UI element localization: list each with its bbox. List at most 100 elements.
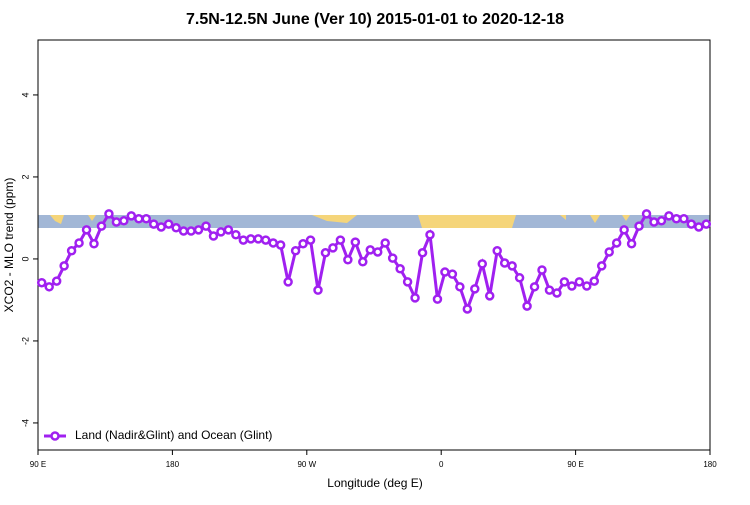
point bbox=[402, 277, 413, 287]
point bbox=[679, 214, 689, 224]
point bbox=[51, 276, 62, 286]
point bbox=[544, 285, 555, 295]
point bbox=[694, 222, 704, 232]
point bbox=[425, 230, 435, 240]
point bbox=[514, 273, 525, 283]
point bbox=[626, 239, 637, 249]
x-tick-label: 180 bbox=[166, 460, 180, 469]
point bbox=[589, 276, 600, 286]
point bbox=[104, 209, 114, 219]
point bbox=[290, 245, 301, 256]
point bbox=[649, 217, 659, 227]
point bbox=[484, 291, 495, 301]
point bbox=[223, 225, 234, 235]
x-tick-label: 90 E bbox=[567, 460, 583, 469]
point bbox=[522, 301, 532, 311]
point bbox=[298, 239, 308, 249]
point bbox=[283, 277, 293, 287]
point bbox=[410, 293, 420, 303]
point bbox=[178, 226, 189, 236]
point bbox=[89, 239, 99, 249]
point bbox=[66, 245, 77, 256]
point bbox=[380, 238, 390, 248]
point bbox=[664, 211, 674, 221]
point bbox=[671, 214, 682, 224]
point bbox=[36, 277, 47, 288]
point bbox=[253, 234, 264, 244]
point bbox=[186, 226, 196, 236]
point bbox=[552, 288, 562, 298]
y-tick-label: 2 bbox=[20, 174, 30, 179]
point bbox=[462, 304, 473, 314]
point bbox=[395, 264, 405, 274]
y-tick-label: 4 bbox=[20, 92, 30, 97]
point bbox=[686, 219, 697, 229]
point bbox=[350, 237, 361, 247]
x-tick-label: 0 bbox=[439, 460, 444, 469]
point bbox=[656, 216, 667, 226]
x-tick-label: 90 W bbox=[297, 460, 316, 469]
point bbox=[201, 221, 211, 231]
point bbox=[81, 225, 92, 235]
point bbox=[567, 281, 577, 291]
point bbox=[126, 211, 137, 221]
point bbox=[305, 235, 316, 245]
point bbox=[447, 269, 458, 279]
point bbox=[141, 214, 152, 224]
point bbox=[559, 277, 570, 287]
point bbox=[611, 238, 622, 248]
point bbox=[417, 248, 428, 258]
point bbox=[372, 247, 383, 257]
point bbox=[328, 243, 338, 253]
series-line bbox=[41, 211, 707, 314]
point bbox=[231, 230, 241, 240]
point bbox=[119, 216, 129, 226]
point bbox=[163, 219, 174, 229]
point bbox=[507, 261, 517, 271]
point bbox=[193, 225, 204, 235]
point bbox=[246, 234, 256, 244]
point bbox=[134, 214, 144, 224]
point bbox=[268, 238, 278, 248]
point bbox=[499, 258, 510, 268]
point bbox=[596, 261, 607, 271]
point bbox=[44, 282, 54, 292]
point bbox=[111, 217, 122, 227]
point bbox=[156, 222, 166, 232]
point bbox=[619, 225, 629, 235]
point bbox=[148, 219, 159, 229]
point bbox=[477, 259, 488, 269]
x-tick-label: 180 bbox=[703, 460, 717, 469]
legend-marker bbox=[50, 431, 60, 441]
point bbox=[701, 219, 712, 229]
point bbox=[260, 235, 271, 245]
chart-title: 7.5N-12.5N June (Ver 10) 2015-01-01 to 2… bbox=[186, 11, 564, 28]
point bbox=[492, 245, 502, 256]
point bbox=[455, 282, 465, 292]
point bbox=[529, 282, 540, 292]
y-tick-label: -4 bbox=[20, 419, 30, 427]
point bbox=[387, 253, 398, 263]
point bbox=[238, 235, 249, 245]
point bbox=[320, 248, 331, 258]
point bbox=[335, 235, 346, 245]
point bbox=[634, 221, 644, 231]
point bbox=[365, 245, 376, 255]
point bbox=[641, 209, 652, 219]
point bbox=[582, 281, 592, 291]
x-tick-label: 90 E bbox=[30, 460, 46, 469]
point bbox=[171, 223, 181, 233]
point bbox=[216, 227, 226, 237]
point bbox=[208, 231, 219, 241]
y-tick-label: 0 bbox=[20, 256, 30, 261]
y-axis-label: XCO2 - MLO trend (ppm) bbox=[2, 178, 16, 313]
point bbox=[604, 247, 614, 257]
point bbox=[275, 240, 286, 250]
point bbox=[343, 255, 353, 265]
x-axis-label: Longitude (deg E) bbox=[327, 476, 422, 490]
plot-frame bbox=[37, 39, 711, 451]
point bbox=[59, 261, 69, 271]
point bbox=[432, 294, 443, 304]
point bbox=[74, 238, 84, 248]
